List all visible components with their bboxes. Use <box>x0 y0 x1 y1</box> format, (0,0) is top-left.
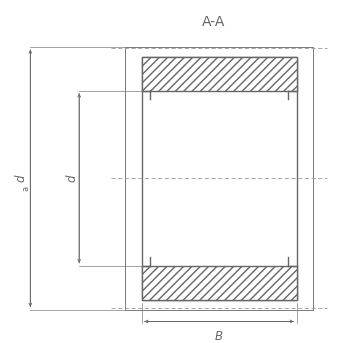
Text: a: a <box>22 186 31 191</box>
Bar <box>142 57 297 299</box>
Bar <box>125 47 313 310</box>
Bar <box>142 266 297 299</box>
Text: B: B <box>215 330 223 343</box>
Text: d: d <box>14 175 27 182</box>
Bar <box>142 57 297 91</box>
Text: A-A: A-A <box>202 14 226 28</box>
Text: d: d <box>65 175 78 182</box>
